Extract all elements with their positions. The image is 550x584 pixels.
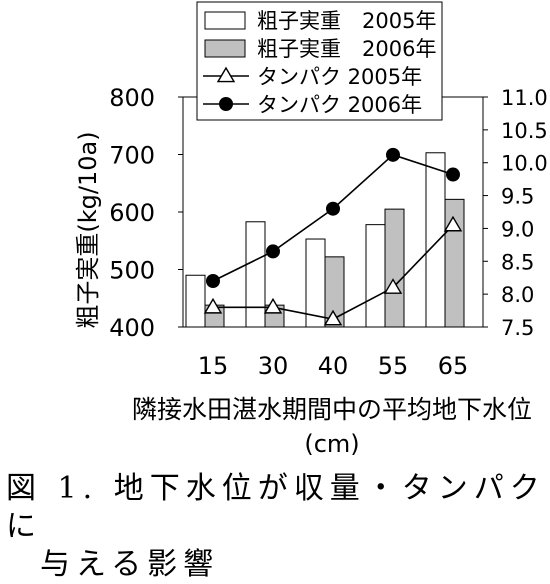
legend-label: タンパク 2006年 bbox=[257, 93, 422, 117]
legend-box bbox=[196, 1, 443, 121]
legend-marker bbox=[216, 66, 236, 83]
bar bbox=[185, 274, 206, 328]
bar bbox=[365, 224, 386, 328]
legend-label: 粗子実重 2005年 bbox=[257, 9, 436, 33]
x-axis-label: 隣接水田湛水期間中の平均地下水位 bbox=[132, 395, 532, 424]
line-point bbox=[383, 278, 403, 294]
y2-tick-label: 8.5 bbox=[501, 250, 534, 274]
y-tick-label: 400 bbox=[109, 314, 155, 342]
line-point bbox=[266, 244, 280, 259]
y2-tick-label: 11.0 bbox=[501, 86, 548, 110]
y2-tick-label: 9.0 bbox=[501, 217, 534, 241]
y2-tick-label: 10.0 bbox=[501, 152, 548, 176]
line-point bbox=[446, 167, 460, 182]
bar bbox=[324, 256, 345, 328]
line-point bbox=[203, 297, 223, 314]
x-tick-label: 40 bbox=[318, 352, 349, 380]
legend-marker bbox=[219, 97, 233, 111]
caption-line-1: 図 1. 地下水位が収量・タンパクに bbox=[6, 471, 546, 544]
bar bbox=[245, 221, 266, 328]
y2-tick-label: 9.5 bbox=[501, 185, 534, 209]
y2-tick-label: 7.5 bbox=[501, 316, 534, 340]
line-point bbox=[326, 201, 340, 216]
line-point bbox=[206, 274, 220, 288]
y2-tick-label: 8.0 bbox=[501, 283, 534, 307]
legend-swatch bbox=[204, 39, 246, 58]
y-tick-label: 500 bbox=[109, 257, 155, 285]
y-tick-label: 700 bbox=[109, 142, 155, 170]
bar bbox=[384, 208, 405, 328]
y2-tick-label: 10.5 bbox=[501, 119, 548, 143]
line-point bbox=[263, 297, 283, 314]
x-tick-label: 65 bbox=[438, 352, 469, 380]
line-point bbox=[323, 309, 343, 326]
x-tick-label: 55 bbox=[378, 352, 409, 380]
figure-caption: 図 1. 地下水位が収量・タンパクに 与える影響 bbox=[6, 470, 546, 584]
x-tick-label: 30 bbox=[258, 352, 289, 380]
y-axis-label: 粗子実重(kg/10a) bbox=[74, 131, 102, 328]
x-tick-label: 15 bbox=[198, 352, 229, 380]
legend-label: タンパク 2005年 bbox=[257, 65, 422, 89]
caption-line-2: 与える影響 bbox=[40, 547, 220, 582]
line-point bbox=[443, 215, 463, 232]
y-tick-label: 600 bbox=[109, 199, 155, 227]
chart: 400 500 600 700 800 7.5 8.0 8.5 9.0 9.5 10.0 10.5 11… bbox=[74, 1, 548, 458]
legend-swatch bbox=[204, 11, 246, 30]
x-axis-unit: (cm) bbox=[304, 430, 359, 458]
bar bbox=[425, 152, 446, 328]
line-point bbox=[386, 147, 400, 162]
legend-label: 粗子実重 2006年 bbox=[257, 37, 436, 61]
y-tick-label: 800 bbox=[109, 84, 155, 112]
